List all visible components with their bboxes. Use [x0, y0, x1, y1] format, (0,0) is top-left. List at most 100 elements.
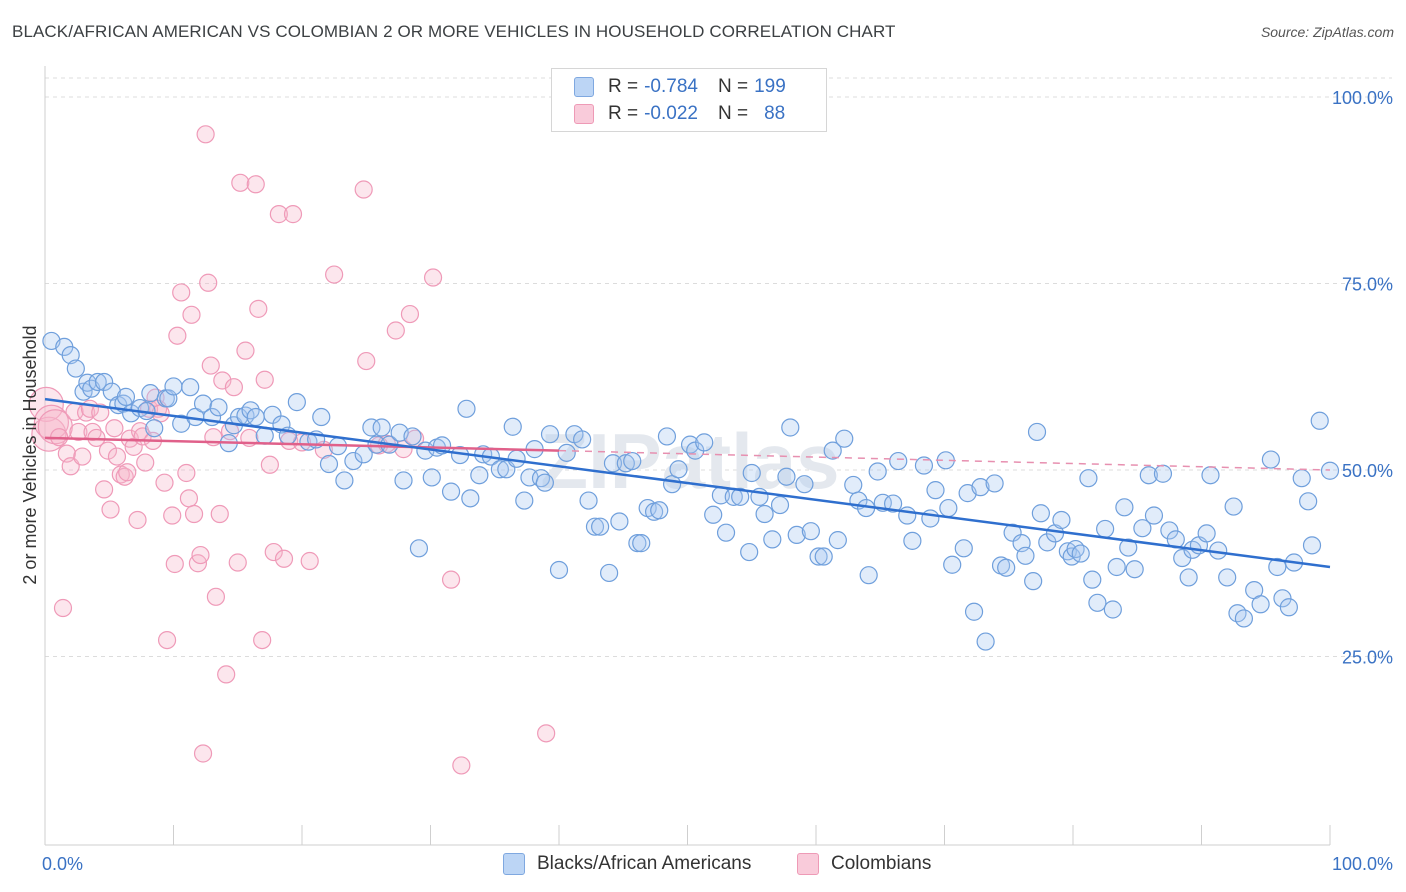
black-point — [1103, 600, 1122, 619]
watermark: ZIPatlas — [540, 417, 839, 505]
colombian-point — [537, 724, 556, 743]
black-point — [1144, 506, 1164, 525]
colombian-point — [179, 489, 199, 508]
colombian-point — [157, 630, 177, 650]
black-point — [1027, 422, 1047, 442]
colombian-point — [107, 447, 127, 466]
black-point — [335, 471, 354, 490]
black-point — [1302, 536, 1322, 555]
black-point — [997, 558, 1016, 577]
black-point — [1079, 469, 1098, 488]
black-point — [61, 346, 80, 365]
y-tick-labels: 25.0% 50.0% 75.0% 100.0% — [1332, 88, 1393, 668]
colombian-point — [53, 598, 73, 618]
black-point — [66, 359, 85, 378]
colombian-point — [136, 453, 155, 472]
black-point — [287, 393, 306, 412]
black-point — [470, 466, 489, 485]
x-tick-labels: 0.0% 100.0% — [42, 854, 1393, 874]
legend-n-value: 88 — [764, 103, 786, 124]
black-point — [1268, 557, 1287, 577]
black-point — [1279, 598, 1298, 617]
black-point — [787, 525, 806, 545]
black-point — [557, 443, 576, 462]
colombian-point — [269, 205, 288, 224]
colombian-point — [73, 447, 92, 466]
black-point — [535, 473, 554, 492]
legend-row-colombians: R = -0.022 N = 88 — [574, 102, 785, 126]
colombian-point — [184, 504, 204, 524]
black-point — [814, 547, 833, 566]
black-point — [312, 407, 331, 427]
black-point — [1320, 461, 1340, 480]
source-label: Source: ZipAtlas.com — [1260, 24, 1394, 40]
colombian-point — [105, 419, 124, 438]
black-point — [1160, 521, 1179, 540]
black-point — [422, 468, 441, 487]
legend-n-value: 199 — [754, 76, 786, 97]
black-point — [964, 602, 984, 621]
colombian-point — [246, 175, 265, 194]
colombian-point — [199, 273, 218, 292]
black-point — [1125, 560, 1144, 579]
trend-lines — [44, 397, 1331, 569]
colombian-point — [255, 370, 274, 389]
black-point — [716, 523, 736, 542]
black-point — [921, 509, 940, 528]
bottom-legend-colombians: Colombians — [797, 852, 931, 876]
black-point — [914, 456, 934, 475]
black-point — [943, 555, 962, 574]
colombian-point — [400, 304, 420, 324]
black-point — [755, 504, 774, 524]
black-point — [889, 451, 908, 471]
y-tick-label: 75.0% — [1342, 275, 1393, 295]
colombian-point — [210, 504, 229, 524]
black-point — [976, 632, 995, 651]
black-point — [1234, 609, 1254, 628]
black-point — [868, 462, 887, 481]
colombian-point — [182, 305, 201, 324]
legend-n-label: N = — [717, 103, 749, 124]
black-point — [1251, 595, 1270, 614]
colombians-trend-line — [44, 436, 560, 452]
black-point — [740, 542, 759, 562]
black-point — [362, 418, 381, 437]
black-point — [1003, 523, 1022, 542]
black-point — [883, 494, 903, 513]
black-point — [1153, 464, 1173, 483]
black-point — [591, 517, 610, 536]
black-point — [859, 566, 878, 585]
bottom-legend-label-colombians: Colombians — [831, 853, 932, 874]
colombian-point — [128, 510, 147, 530]
black-point — [623, 451, 642, 471]
black-point — [695, 433, 714, 452]
black-point — [1224, 497, 1243, 516]
colombian-point — [264, 542, 283, 562]
black-point — [954, 539, 973, 558]
black-point — [628, 534, 647, 553]
colombian-point — [118, 463, 137, 482]
black-point — [515, 491, 534, 510]
black-point — [1139, 466, 1158, 485]
black-point — [1119, 538, 1138, 557]
colombian-point — [61, 457, 80, 476]
black-point — [731, 487, 750, 506]
black-point — [573, 430, 592, 449]
black-point — [650, 501, 669, 520]
black-point — [1201, 466, 1220, 485]
colombian-point — [124, 437, 143, 456]
black-point — [344, 451, 363, 471]
black-point — [1261, 450, 1280, 469]
black-point — [441, 482, 461, 501]
colombian-point — [201, 356, 220, 375]
black-point — [1179, 568, 1198, 587]
legend-row-blacks: R = -0.784 N = 199 — [574, 75, 786, 99]
colombian-point — [231, 173, 250, 192]
black-point — [600, 563, 619, 583]
black-point — [461, 489, 480, 508]
legend-swatch-colombians — [574, 104, 594, 124]
black-point — [585, 517, 605, 536]
colombian-point — [224, 378, 243, 397]
colombian-point — [354, 180, 373, 199]
black-point — [1052, 510, 1071, 530]
